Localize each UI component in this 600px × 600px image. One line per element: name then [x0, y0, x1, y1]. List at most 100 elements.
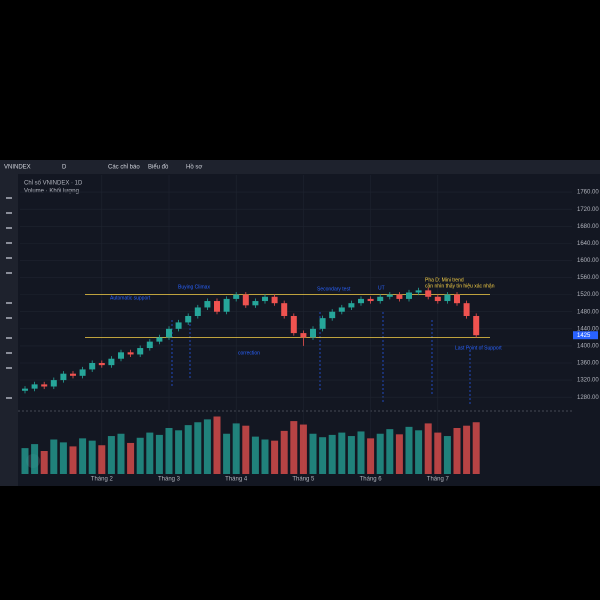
candle-body [108, 358, 115, 366]
annotation: cần nhìn thấy tín hiệu xác nhận [425, 283, 495, 289]
last-price-box [573, 331, 598, 340]
candle-body [348, 303, 355, 308]
volume-bar [386, 429, 394, 474]
candle-body [271, 296, 278, 304]
volume-bar [213, 416, 221, 474]
candle-body [358, 298, 364, 304]
symbol[interactable]: VNINDEX [4, 165, 31, 171]
candle-body [31, 384, 38, 389]
x-tick-label: Tháng 4 [225, 477, 248, 483]
volume-bar [136, 437, 144, 474]
y-tick-label: 1720.00 [577, 207, 599, 213]
annotation: Automatic support [110, 295, 151, 301]
interval[interactable]: D [62, 165, 67, 171]
candle-body [338, 307, 345, 312]
volume-bar [376, 433, 384, 474]
tool-icons[interactable] [6, 197, 12, 399]
x-tick-label: Tháng 7 [427, 477, 450, 483]
volume-bar [175, 430, 183, 474]
x-tick-label: Tháng 2 [91, 477, 114, 483]
volume-bar [127, 442, 135, 474]
y-tick-label: 1400.00 [577, 343, 599, 349]
y-tick-label: 1680.00 [577, 224, 599, 230]
volume-bar [453, 428, 461, 474]
volume-bar [146, 432, 154, 474]
candle-body [463, 303, 470, 316]
volume-bar [472, 422, 480, 474]
candle-body [185, 316, 192, 323]
volume-bar [443, 436, 451, 474]
y-tick-label: 1360.00 [577, 361, 599, 367]
candle-body [223, 298, 230, 312]
volume-bar [194, 422, 202, 474]
volume-bar [299, 424, 307, 474]
candle-body [281, 303, 288, 316]
volume-bar [309, 433, 317, 474]
candle-body [377, 296, 384, 302]
x-tick-label: Tháng 3 [158, 477, 181, 483]
volume-bar [271, 440, 279, 474]
candle-body [127, 352, 134, 355]
volume-bar [232, 423, 240, 474]
candle-body [194, 307, 201, 316]
candle-body [50, 380, 57, 387]
y-tick-label: 1480.00 [577, 309, 599, 315]
candle-body [300, 333, 307, 338]
annotation: UT [378, 285, 385, 291]
toolbar [0, 160, 600, 174]
candle-body [252, 301, 259, 306]
volume-bar [31, 444, 39, 474]
volume-bar [338, 432, 346, 474]
toolbar-item[interactable]: Hồ sơ [186, 165, 202, 171]
toolbar-item[interactable]: Các chỉ báo [108, 164, 140, 171]
candle-body [22, 388, 28, 391]
toolbar-item[interactable]: Biểu đồ [148, 164, 169, 171]
candle-body [60, 373, 67, 381]
candle-body [444, 294, 451, 302]
volume-bar [367, 438, 375, 474]
x-tick-label: Tháng 6 [360, 477, 383, 483]
candle-body [137, 348, 144, 355]
candle-body [156, 337, 163, 342]
volume-bar [415, 430, 423, 474]
candle-body [146, 341, 153, 349]
last-price-label: 1425 [577, 333, 591, 339]
candle-body [310, 328, 316, 338]
candle-body [166, 328, 172, 338]
candle-body [454, 294, 460, 304]
x-tick-label: Tháng 5 [292, 477, 315, 483]
candle-body [425, 290, 432, 297]
volume-bar [165, 428, 173, 474]
volume-bar [59, 442, 67, 474]
candle-body [329, 311, 336, 319]
volume-bar [155, 434, 163, 474]
candle-body [233, 294, 240, 299]
candle-body [70, 373, 76, 376]
candle-body [242, 294, 249, 306]
volume-bar [319, 437, 327, 474]
candle-body [406, 292, 412, 299]
annotation: Buying Climax [178, 284, 210, 290]
annotation: correction [238, 350, 260, 356]
volume-bar [405, 426, 413, 474]
candle-body [367, 298, 374, 302]
candle-body [262, 296, 268, 302]
volume-bar [69, 446, 77, 474]
volume-bar [347, 436, 355, 474]
y-tick-label: 1520.00 [577, 292, 599, 298]
volume-title: Volume · Khối lượng [24, 189, 79, 195]
y-tick-label: 1640.00 [577, 241, 599, 247]
volume-bar [79, 438, 87, 474]
volume-bar [328, 434, 336, 474]
annotation: Last Point of Support [455, 345, 502, 351]
y-tick-label: 1760.00 [577, 190, 599, 196]
volume-bar [223, 433, 231, 474]
candle-body [204, 301, 211, 308]
tool-column [0, 174, 18, 486]
volume-bar [261, 439, 269, 474]
candle-body [41, 384, 48, 387]
volume-bar [98, 445, 106, 474]
candle-body [396, 294, 403, 299]
